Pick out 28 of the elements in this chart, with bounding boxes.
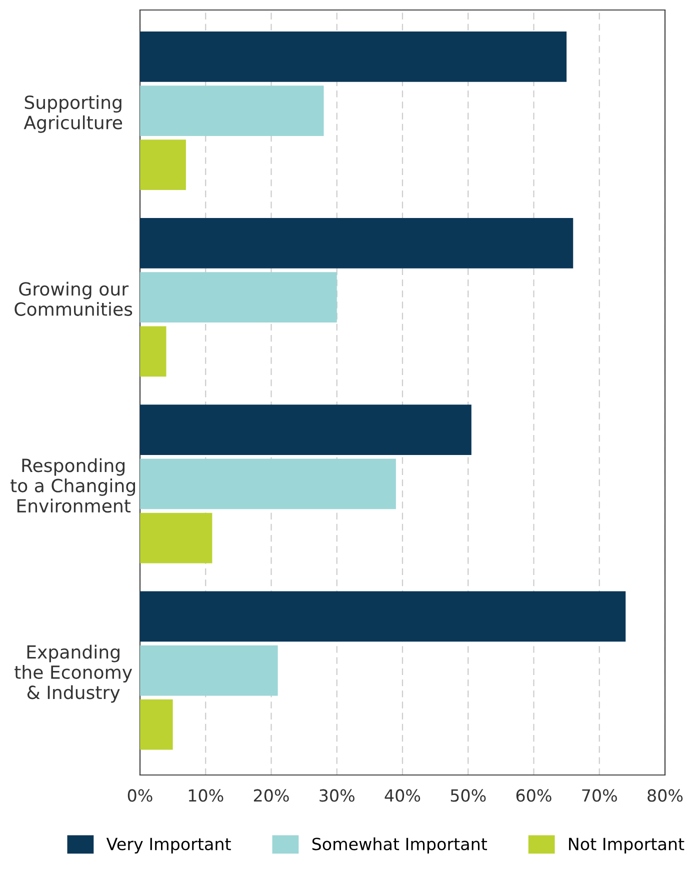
bar [140,272,337,323]
y-tick-label: Growing our Communities [14,282,132,316]
bar [140,86,324,136]
legend-label: Somewhat Important [312,837,488,854]
bar [140,140,186,190]
x-tick-label: 60% [516,789,552,802]
x-tick-label: 70% [582,789,617,802]
legend-label: Very Important [106,838,231,854]
bar [140,699,173,750]
x-tick-label: 50% [450,789,486,802]
legend-label: Not Important [569,838,684,854]
bar [140,645,278,696]
x-tick-label: 10% [188,789,224,802]
bar [140,458,396,510]
x-tick-label: 40% [384,789,420,802]
y-tick-label: Responding to a Changing Environment [10,458,135,513]
bar [140,218,574,268]
x-tick-label: 30% [320,789,354,802]
bar [140,31,567,82]
bar [140,404,472,456]
y-tick-label: Supporting Agriculture [24,95,122,133]
x-tick-label: 0% [128,789,152,802]
x-tick-label: 80% [648,789,683,802]
bar [140,591,626,642]
x-tick-label: 20% [254,789,289,802]
bar [140,512,212,564]
y-tick-label: Expanding the Economy & Industry [14,644,132,703]
bar [140,326,166,377]
